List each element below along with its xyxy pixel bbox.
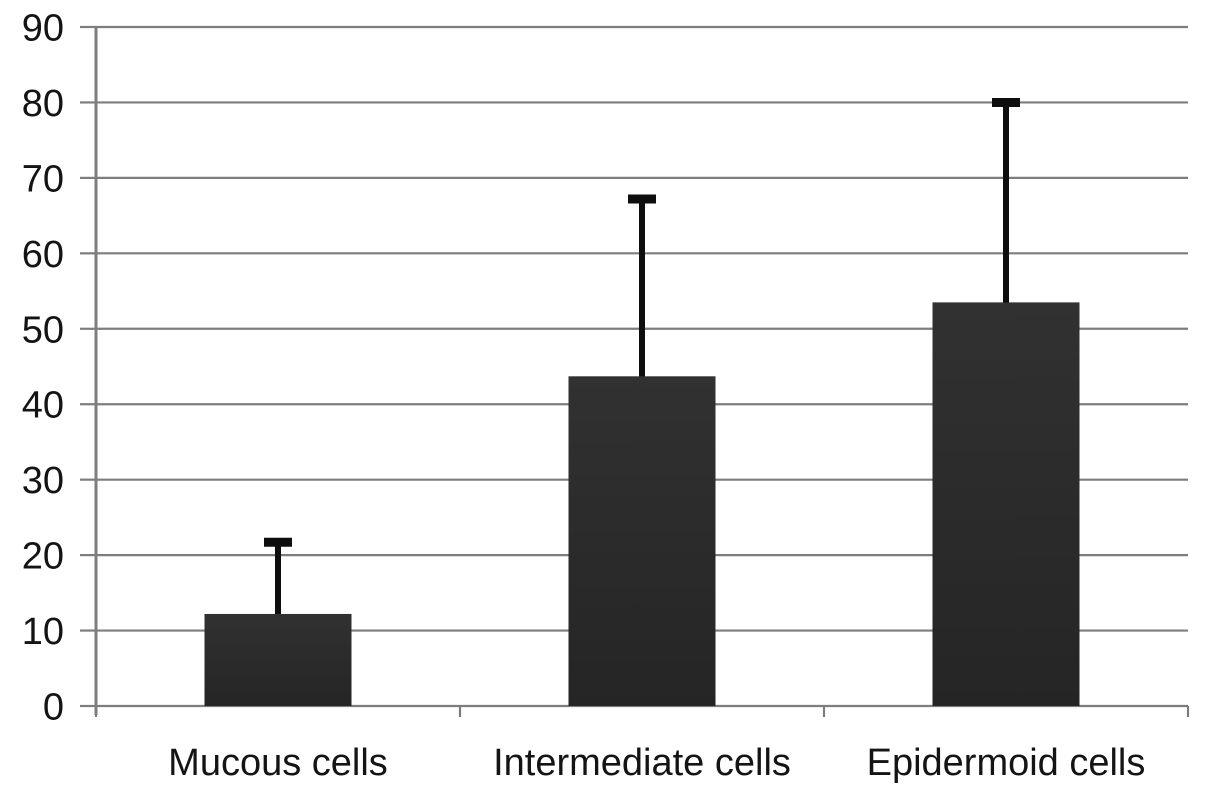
y-tick-label-0: 0 bbox=[43, 687, 64, 729]
x-category-label-2: Epidermoid cells bbox=[867, 742, 1146, 784]
bar-1 bbox=[568, 376, 716, 706]
y-tick-label-80: 80 bbox=[22, 83, 64, 125]
y-tick-label-20: 20 bbox=[22, 536, 64, 578]
x-category-label-1: Intermediate cells bbox=[493, 742, 791, 784]
y-tick-label-30: 30 bbox=[22, 460, 64, 502]
y-tick-label-60: 60 bbox=[22, 234, 64, 276]
y-tick-label-40: 40 bbox=[22, 385, 64, 427]
bar-series-layer bbox=[204, 97, 1080, 706]
y-tick-label-90: 90 bbox=[22, 8, 64, 50]
y-tick-label-70: 70 bbox=[22, 158, 64, 200]
axis-layer bbox=[80, 25, 1190, 717]
label-layer: 0 10 20 30 40 50 60 70 80 90 Mucous cells Intermedi… bbox=[22, 8, 1146, 785]
y-tick-label-50: 50 bbox=[22, 309, 64, 351]
y-tick-label-10: 10 bbox=[22, 611, 64, 653]
bar-0 bbox=[204, 613, 352, 706]
x-category-label-0: Mucous cells bbox=[168, 742, 388, 784]
bar-2 bbox=[932, 302, 1080, 706]
